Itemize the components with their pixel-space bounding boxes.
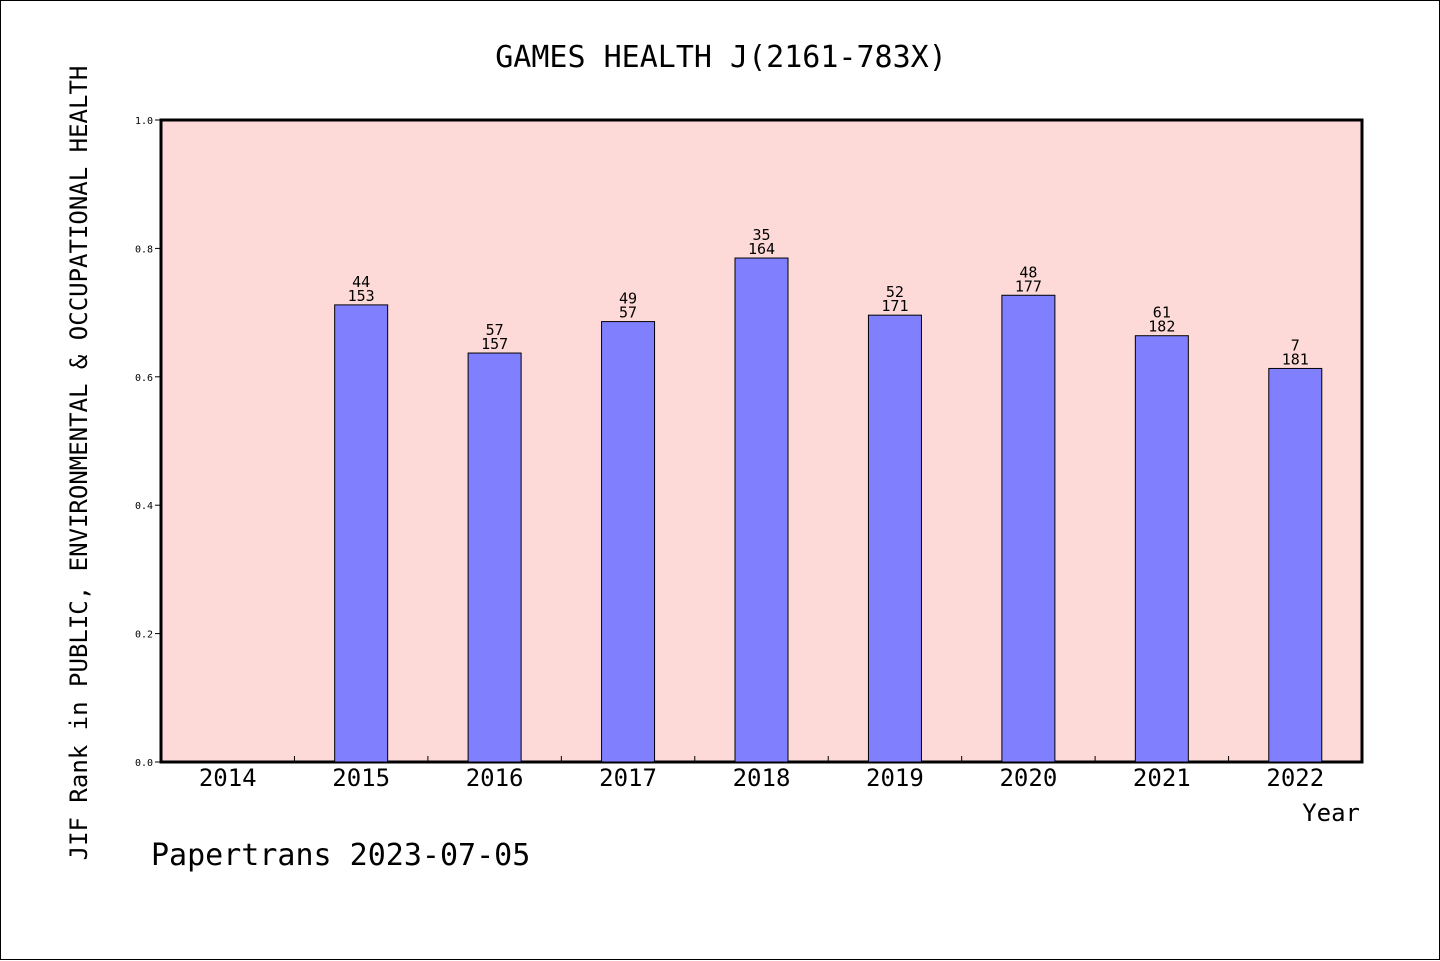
bar-label-total: 153 (348, 287, 375, 305)
x-tick-label: 2014 (199, 764, 257, 792)
x-axis-label: Year (1302, 799, 1360, 827)
bars (334, 257, 1323, 763)
bar-label-total: 182 (1148, 318, 1175, 336)
bar-label-total: 177 (1015, 277, 1042, 295)
bar-label-rank: 49 (619, 290, 637, 308)
x-tick-label: 2022 (1266, 764, 1324, 792)
bar-2019 (867, 314, 922, 763)
bar-2018 (734, 257, 789, 763)
x-tick-label: 2018 (733, 764, 791, 792)
y-tick-label: 0.4 (135, 501, 153, 512)
x-tick-label: 2015 (332, 764, 390, 792)
bar-2021 (1134, 335, 1189, 763)
x-tick-label: 2021 (1133, 764, 1191, 792)
x-tick-label: 2016 (466, 764, 524, 792)
bar-2020 (1001, 294, 1056, 763)
bar-label-total: 157 (481, 335, 508, 353)
bar-label-total: 181 (1282, 350, 1309, 368)
x-tick-label: 2019 (866, 764, 924, 792)
bar-label-rank: 48 (1019, 263, 1037, 281)
bar-label-total: 171 (881, 297, 908, 315)
bar-label-rank: 52 (886, 283, 904, 301)
y-tick-label: 1.0 (135, 116, 153, 127)
bar-label-total: 57 (619, 304, 637, 322)
bar-2022 (1268, 367, 1323, 763)
y-tick-label: 0.6 (135, 373, 153, 384)
y-tick-label: 0.8 (135, 244, 153, 255)
y-tick-label: 0.0 (135, 758, 153, 769)
bar-label-rank: 61 (1153, 304, 1171, 322)
y-axis-ticks: 0.0 0.2 0.4 0.6 0.8 1.0 (135, 116, 161, 769)
x-tick-label: 2020 (999, 764, 1057, 792)
y-tick-label: 0.2 (135, 630, 153, 641)
x-tick-label: 2017 (599, 764, 657, 792)
bar-label-rank: 35 (752, 226, 770, 244)
bar-2015 (334, 304, 389, 763)
bar-2017 (601, 321, 656, 763)
bar-label-rank: 7 (1291, 336, 1300, 354)
bar-label-rank: 44 (352, 273, 370, 291)
bar-label-total: 164 (748, 240, 775, 258)
bar-2016 (467, 352, 522, 763)
x-axis-ticks: 2014 2015 2016 2017 2018 2019 2020 2021 2022 (199, 756, 1324, 792)
chart-title: GAMES HEALTH J(2161-783X) (495, 40, 947, 75)
y-axis-label: JIF Rank in PUBLIC, ENVIRONMENTAL & OCCU… (65, 66, 93, 861)
watermark-text: Papertrans 2023-07-05 (151, 838, 530, 873)
bar-label-rank: 57 (486, 321, 504, 339)
